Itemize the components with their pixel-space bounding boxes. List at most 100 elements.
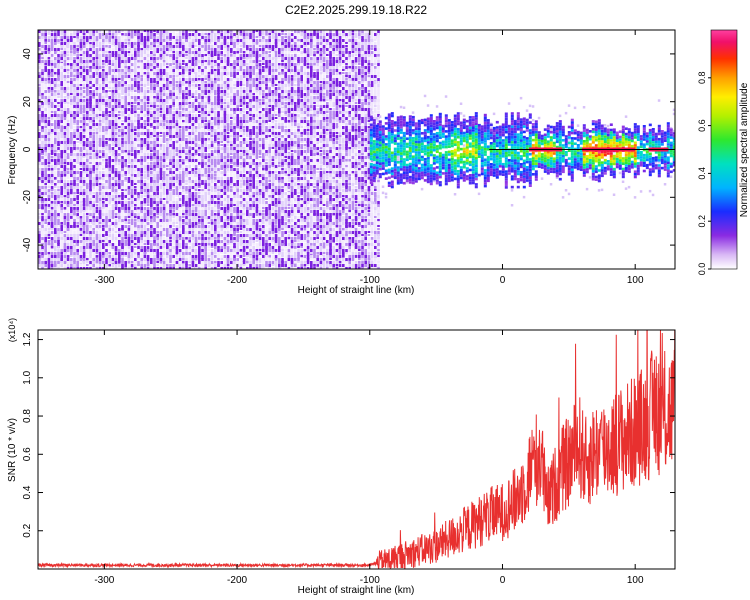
heatmap-cell-noise bbox=[230, 81, 233, 85]
heatmap-cell-noise bbox=[70, 255, 73, 257]
heatmap-cell-noise bbox=[230, 210, 233, 213]
heatmap-cell-noise bbox=[121, 231, 124, 236]
heatmap-cell-noise bbox=[204, 102, 207, 107]
heatmap-cell-noise bbox=[70, 36, 73, 42]
heatmap-cell-noise bbox=[60, 138, 63, 141]
heatmap-cell-noise bbox=[89, 96, 92, 101]
heatmap-cell-noise bbox=[79, 210, 83, 214]
heatmap-cell-noise bbox=[140, 144, 143, 148]
heatmap-cell-noise bbox=[226, 195, 230, 199]
heatmap-cell-noise bbox=[230, 141, 233, 146]
heatmap-cell-noise bbox=[50, 219, 54, 224]
heatmap-cell-noise bbox=[111, 228, 115, 234]
heatmap-cell-noise bbox=[54, 234, 57, 240]
heatmap-cell-noise bbox=[204, 69, 207, 74]
heatmap-cell-noise bbox=[127, 54, 131, 57]
heatmap-cell-noise bbox=[198, 81, 201, 83]
heatmap-cell-noise bbox=[153, 255, 156, 260]
heatmap-cell-noise bbox=[47, 36, 51, 40]
heatmap-cell-noise bbox=[124, 99, 127, 103]
heatmap-cell-noise bbox=[98, 129, 102, 133]
heatmap-cell-noise bbox=[47, 135, 51, 139]
heatmap-cell-noise bbox=[70, 33, 73, 39]
heatmap-cell-noise bbox=[153, 45, 156, 48]
heatmap-cell-noise bbox=[223, 207, 227, 213]
heatmap-cell-noise bbox=[66, 198, 70, 203]
heatmap-cell-noise bbox=[226, 174, 230, 177]
heatmap-cell-noise bbox=[41, 138, 44, 143]
heatmap-cell-noise bbox=[230, 267, 233, 269]
heatmap-cell-noise bbox=[108, 240, 111, 245]
heatmap-cell-noise bbox=[124, 255, 127, 258]
heatmap-cell-noise bbox=[130, 222, 134, 228]
heatmap-cell-noise bbox=[105, 210, 108, 214]
heatmap-cell-noise bbox=[79, 267, 83, 269]
heatmap-cell-noise bbox=[47, 93, 51, 99]
heatmap-cell-noise bbox=[194, 57, 198, 62]
heatmap-cell-noise bbox=[50, 126, 54, 131]
heatmap-cell-noise bbox=[175, 147, 179, 152]
heatmap-cell-noise bbox=[114, 45, 118, 49]
heatmap-cell-noise bbox=[233, 63, 236, 66]
heatmap-cell-noise bbox=[233, 150, 236, 154]
heatmap-cell-noise bbox=[89, 42, 92, 45]
heatmap-cell-noise bbox=[54, 228, 57, 234]
heatmap-cell-noise bbox=[66, 249, 70, 255]
heatmap-cell-noise bbox=[121, 159, 124, 162]
heatmap-cell-noise bbox=[214, 267, 217, 269]
heatmap-cell-noise bbox=[162, 81, 166, 84]
heatmap-cell-noise bbox=[57, 162, 60, 167]
heatmap-cell-noise bbox=[57, 207, 60, 210]
heatmap-cell-noise bbox=[198, 117, 201, 123]
heatmap-cell-noise bbox=[146, 147, 150, 152]
heatmap-cell-noise bbox=[159, 69, 163, 74]
heatmap-cell-noise bbox=[114, 117, 118, 122]
heatmap-cell-noise bbox=[121, 99, 124, 105]
heatmap-cell-noise bbox=[150, 183, 153, 189]
heatmap-cell-noise bbox=[220, 258, 223, 261]
heatmap-cell-noise bbox=[217, 51, 220, 55]
heatmap-cell-noise bbox=[137, 225, 140, 230]
heatmap-cell-noise bbox=[236, 72, 239, 78]
heatmap-cell-noise bbox=[207, 123, 211, 128]
heatmap-cell-noise bbox=[162, 150, 166, 155]
heatmap-cell-noise bbox=[95, 174, 99, 180]
heatmap-cell-noise bbox=[137, 159, 140, 163]
heatmap-cell-noise bbox=[223, 168, 227, 174]
heatmap-cell-noise bbox=[185, 93, 188, 96]
heatmap-cell-noise bbox=[76, 192, 79, 195]
heatmap-cell-noise bbox=[153, 195, 156, 201]
heatmap-cell-noise bbox=[134, 219, 137, 222]
heatmap-cell-noise bbox=[66, 126, 70, 130]
heatmap-cell-noise bbox=[166, 258, 169, 262]
heatmap-cell-noise bbox=[172, 174, 175, 177]
heatmap-cell-noise bbox=[121, 147, 124, 153]
heatmap-cell-noise bbox=[108, 183, 111, 188]
heatmap-cell-noise bbox=[210, 126, 214, 131]
heatmap-cell-noise bbox=[198, 243, 201, 246]
heatmap-cell-noise bbox=[207, 246, 211, 249]
heatmap-cell-noise bbox=[156, 234, 159, 239]
heatmap-cell-noise bbox=[82, 264, 86, 269]
heatmap-cell-noise bbox=[82, 162, 86, 168]
heatmap-cell-noise bbox=[73, 231, 76, 236]
heatmap-cell-noise bbox=[130, 201, 134, 205]
heatmap-cell-noise bbox=[130, 90, 134, 93]
heatmap-cell-noise bbox=[50, 261, 54, 267]
heatmap-cell-noise bbox=[226, 105, 230, 109]
heatmap-cell-noise bbox=[210, 249, 214, 253]
heatmap-cell-noise bbox=[127, 144, 131, 148]
heatmap-cell-noise bbox=[79, 222, 83, 228]
heatmap-cell-noise bbox=[172, 147, 175, 150]
heatmap-cell-noise bbox=[143, 252, 147, 256]
heatmap-cell-noise bbox=[146, 177, 150, 183]
heatmap-cell-noise bbox=[114, 48, 118, 51]
heatmap-cell-noise bbox=[191, 81, 195, 84]
heatmap-cell-noise bbox=[38, 66, 41, 71]
heatmap-cell-noise bbox=[98, 111, 102, 117]
heatmap-cell-noise bbox=[230, 174, 233, 180]
heatmap-cell-noise bbox=[41, 99, 44, 103]
heatmap-cell-noise bbox=[57, 123, 60, 128]
heatmap-cell-noise bbox=[182, 78, 185, 82]
